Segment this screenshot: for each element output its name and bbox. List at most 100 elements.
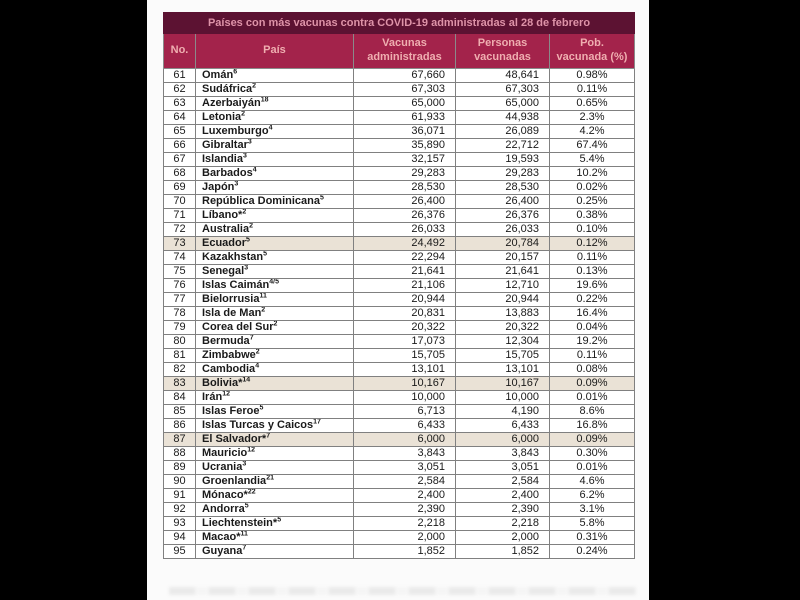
cell-population-percent: 0.13% [549, 264, 635, 279]
footnote-ref: 5 [246, 236, 250, 244]
cell-vaccines-administered: 6,433 [353, 418, 456, 433]
cell-population-percent: 19.2% [549, 334, 635, 349]
cell-vaccines-administered: 10,000 [353, 390, 456, 405]
country-name: Líbano* [202, 209, 243, 222]
cell-rank: 70 [163, 194, 196, 209]
cell-people-vaccinated: 12,710 [455, 278, 550, 293]
cell-vaccines-administered: 28,530 [353, 180, 456, 195]
cell-people-vaccinated: 3,051 [455, 460, 550, 475]
country-name: Islandia [202, 153, 243, 166]
cell-vaccines-administered: 21,106 [353, 278, 456, 293]
cell-country: Ucrania3 [195, 460, 354, 475]
cell-people-vaccinated: 21,641 [455, 264, 550, 279]
cell-rank: 64 [163, 110, 196, 125]
table-row: 95 Guyana7 1,852 1,852 0.24% [163, 544, 635, 559]
cell-rank: 87 [163, 432, 196, 447]
country-name: Islas Caimán [202, 279, 270, 292]
country-name: Omán [202, 69, 234, 82]
cell-population-percent: 0.09% [549, 376, 635, 391]
cell-people-vaccinated: 3,843 [455, 446, 550, 461]
country-name: El Salvador* [202, 433, 267, 446]
footnote-ref: 4 [252, 166, 257, 174]
footnote-ref: 14 [242, 376, 251, 384]
cell-rank: 62 [163, 82, 196, 97]
country-name: República Dominicana [202, 195, 320, 208]
cell-population-percent: 0.12% [549, 236, 635, 251]
cell-rank: 95 [163, 544, 196, 559]
cell-vaccines-administered: 26,400 [353, 194, 456, 209]
table-title-row: Países con más vacunas contra COVID-19 a… [163, 12, 635, 34]
cell-rank: 83 [163, 376, 196, 391]
table-row: 89 Ucrania3 3,051 3,051 0.01% [163, 460, 635, 475]
table-row: 76 Islas Caimán4/5 21,106 12,710 19.6% [163, 278, 635, 293]
cell-vaccines-administered: 3,051 [353, 460, 456, 475]
table-row: 63 Azerbaiyán18 65,000 65,000 0.65% [163, 96, 635, 111]
cell-country: Andorra5 [195, 502, 354, 517]
footnote-ref: 2 [249, 222, 253, 230]
cell-country: Kazakhstan5 [195, 250, 354, 265]
cell-vaccines-administered: 26,033 [353, 222, 456, 237]
cell-people-vaccinated: 6,433 [455, 418, 550, 433]
cell-vaccines-administered: 67,660 [353, 68, 456, 83]
cell-country: República Dominicana5 [195, 194, 354, 209]
footnote-ref: 5 [277, 516, 282, 524]
cell-people-vaccinated: 67,303 [455, 82, 550, 97]
cell-country: Liechtenstein*5 [195, 516, 354, 531]
footnote-ref: 4 [268, 124, 273, 132]
cell-people-vaccinated: 2,584 [455, 474, 550, 489]
cell-vaccines-administered: 65,000 [353, 96, 456, 111]
cell-population-percent: 19.6% [549, 278, 635, 293]
table-row: 78 Isla de Man2 20,831 13,883 16.4% [163, 306, 635, 321]
cell-country: Bielorrusia11 [195, 292, 354, 307]
cell-people-vaccinated: 15,705 [455, 348, 550, 363]
cell-population-percent: 0.38% [549, 208, 635, 223]
cell-country: Islas Caimán4/5 [195, 278, 354, 293]
footnote-ref: 2 [242, 208, 247, 216]
cell-population-percent: 3.1% [549, 502, 635, 517]
footnote-ref: 17 [313, 418, 321, 426]
table-row: 74 Kazakhstan5 22,294 20,157 0.11% [163, 250, 635, 265]
table-row: 92 Andorra5 2,390 2,390 3.1% [163, 502, 635, 517]
table-body: 61 Omán6 67,660 48,641 0.98% 62 Sudáfric… [163, 68, 635, 559]
cell-country: El Salvador*7 [195, 432, 354, 447]
footnote-ref: 2 [255, 348, 260, 356]
cell-vaccines-administered: 2,218 [353, 516, 456, 531]
col-header-pob-vacunada: Pob. vacunada (%) [549, 33, 635, 69]
cell-population-percent: 5.8% [549, 516, 635, 531]
footnote-ref: 5 [263, 250, 268, 258]
table-row: 79 Corea del Sur2 20,322 20,322 0.04% [163, 320, 635, 335]
cell-population-percent: 0.04% [549, 320, 635, 335]
cell-rank: 90 [163, 474, 196, 489]
footnote-ref: 2 [241, 110, 246, 118]
country-name: Ecuador [202, 237, 247, 250]
cell-rank: 89 [163, 460, 196, 475]
cell-vaccines-administered: 6,000 [353, 432, 456, 447]
cell-population-percent: 0.02% [549, 180, 635, 195]
cell-country: Omán6 [195, 68, 354, 83]
footnote-ref: 5 [319, 194, 324, 202]
cell-rank: 71 [163, 208, 196, 223]
table-row: 88 Mauricio12 3,843 3,843 0.30% [163, 446, 635, 461]
table-header-row: No. País Vacunas administradas Personas … [163, 33, 635, 69]
cell-people-vaccinated: 12,304 [455, 334, 550, 349]
cell-rank: 61 [163, 68, 196, 83]
country-name: Irán [202, 391, 223, 404]
country-name: Kazakhstan [202, 251, 264, 264]
cell-people-vaccinated: 29,283 [455, 166, 550, 181]
footnote-ref: 12 [222, 390, 230, 398]
cutoff-text-smudge [169, 587, 637, 595]
country-name: Groenlandia [202, 475, 267, 488]
cell-vaccines-administered: 17,073 [353, 334, 456, 349]
table-title: Países con más vacunas contra COVID-19 a… [163, 12, 635, 34]
country-name: Senegal [202, 265, 245, 278]
vaccine-table: Países con más vacunas contra COVID-19 a… [163, 12, 635, 559]
cell-population-percent: 8.6% [549, 404, 635, 419]
footnote-ref: 3 [247, 138, 252, 146]
country-name: Bolivia* [202, 377, 243, 390]
footnote-ref: 6 [233, 68, 238, 76]
country-name: Guyana [202, 545, 243, 558]
cell-people-vaccinated: 44,938 [455, 110, 550, 125]
table-row: 70 República Dominicana5 26,400 26,400 0… [163, 194, 635, 209]
cell-population-percent: 0.30% [549, 446, 635, 461]
cell-vaccines-administered: 21,641 [353, 264, 456, 279]
